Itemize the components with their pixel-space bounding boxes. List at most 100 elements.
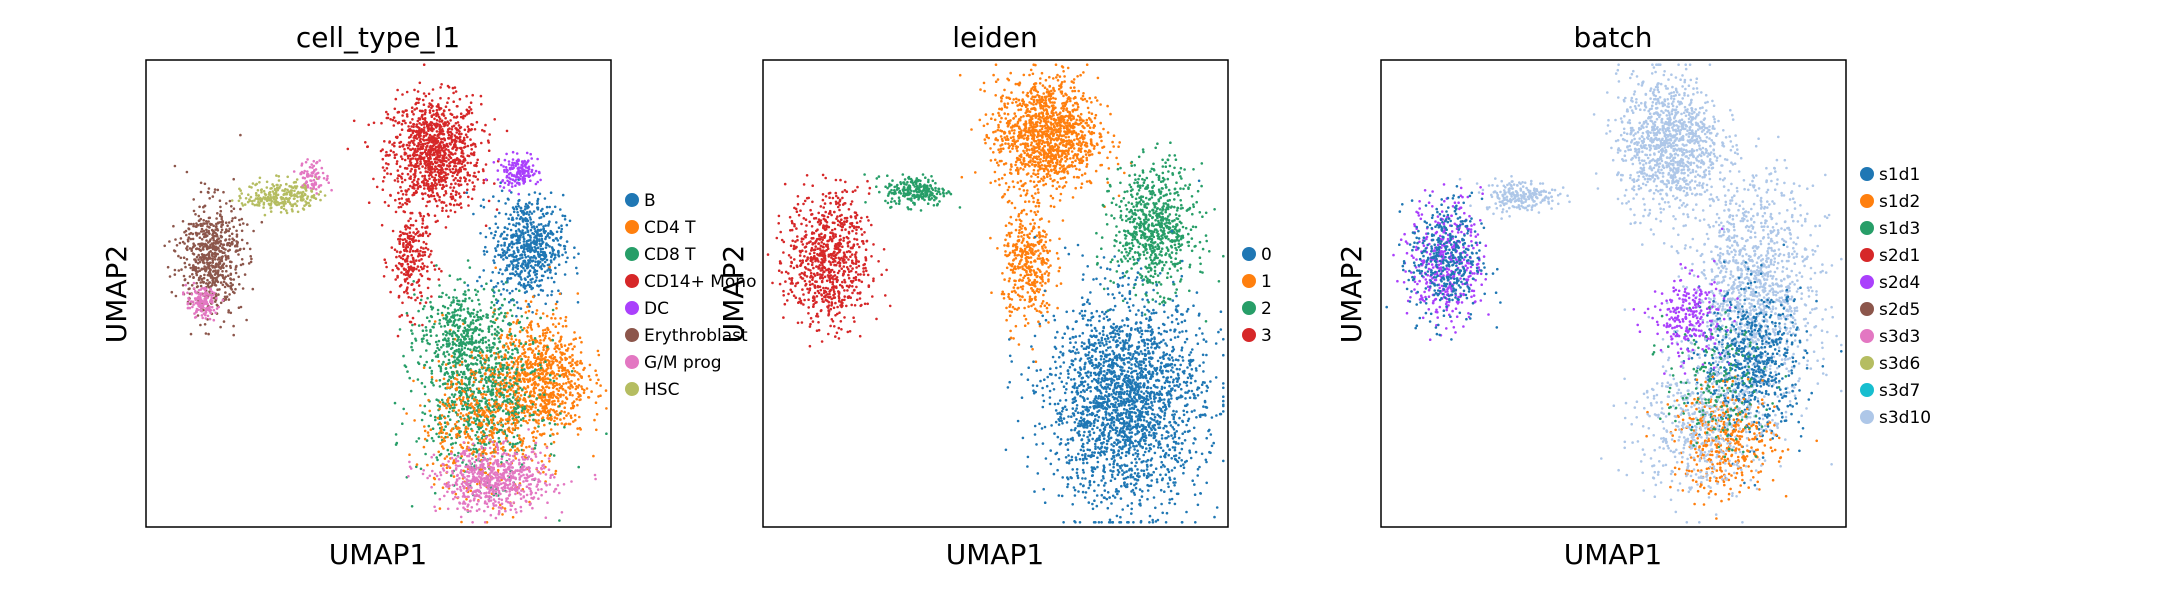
scatter-point [548,483,552,486]
scatter-point [514,229,518,233]
scatter-point [449,376,453,380]
scatter-point [513,347,517,351]
scatter-point [472,417,476,420]
scatter-point [443,123,447,127]
scatter-point [432,483,436,486]
scatter-point [507,487,511,491]
scatter-point [448,330,452,333]
scatter-point [504,256,508,259]
scatter-point [425,333,429,337]
scatter-point [422,103,426,106]
scatter-point [542,225,545,228]
scatter-point [463,128,467,132]
scatter-point [429,330,432,334]
scatter-point [383,140,386,143]
scatter-point [559,236,562,240]
scatter-point [553,384,556,388]
scatter-point [383,258,387,262]
scatter-point [508,490,512,493]
scatter-point [431,185,435,188]
scatter-point [493,312,496,316]
scatter-point [523,244,526,248]
scatter-point [568,381,571,384]
scatter-point [462,396,465,399]
scatter-point [544,356,547,359]
scatter-point [496,317,499,320]
scatter-point [430,188,434,191]
scatter-point [526,223,529,226]
scatter-point [552,490,556,493]
scatter-point [523,251,526,254]
scatter-point [488,379,491,382]
scatter-point [518,378,521,382]
scatter-point [480,354,484,357]
scatter-point [463,495,467,499]
scatter-point [490,476,494,480]
scatter-point [435,114,438,118]
scatter-point [558,491,561,495]
scatter-point [543,197,547,200]
scatter-point [400,197,404,200]
scatter-point [462,407,466,411]
scatter-point [548,373,552,377]
scatter-point [442,377,446,381]
scatter-point [459,138,462,142]
scatter-point [402,143,405,147]
scatter-point [520,244,523,248]
scatter-point [446,507,450,511]
scatter-point [460,147,463,151]
scatter-point [428,342,431,346]
scatter-point [485,491,488,495]
scatter-point [542,470,545,474]
scatter-point [398,254,401,258]
scatter-point [516,246,519,250]
scatter-point [505,251,509,254]
scatter-point [532,271,536,274]
scatter-point [582,391,586,395]
scatter-point [437,339,441,343]
scatter-point [539,341,542,345]
scatter-point [448,318,452,321]
scatter-point [438,407,441,411]
scatter-point [423,174,427,178]
scatter-point [557,243,561,246]
scatter-point [426,431,430,434]
scatter-point [429,150,433,153]
scatter-point [446,350,449,354]
scatter-point [421,340,424,343]
scatter-point [455,131,459,134]
scatter-point [411,316,415,320]
scatter-point [489,306,493,310]
scatter-point [495,387,498,391]
scatter-point [491,378,495,381]
scatter-point [452,186,456,189]
scatter-point [441,183,445,187]
scatter-point [466,475,469,478]
scatter-point [445,470,449,474]
point-cluster-b [465,178,580,326]
scatter-point [520,455,524,459]
scatter-point [424,246,428,250]
scatter-point [451,483,455,487]
scatter-point [489,350,492,354]
scatter-point [521,262,525,265]
scatter-point [415,267,418,271]
scatter-point [464,360,467,363]
scatter-point [448,320,451,324]
scatter-point [563,410,566,414]
scatter-point [504,418,508,421]
scatter-point [563,218,567,221]
scatter-point [441,141,445,144]
scatter-point [417,309,420,313]
scatter-point [518,229,521,233]
scatter-point [460,360,464,364]
scatter-point [480,366,484,369]
scatter-point [451,147,454,150]
scatter-point [484,427,488,431]
scatter-point [419,214,423,218]
scatter-point [415,465,418,469]
scatter-point [480,431,483,434]
scatter-point [564,389,567,393]
scatter-point [491,271,495,274]
scatter-point [428,319,431,323]
